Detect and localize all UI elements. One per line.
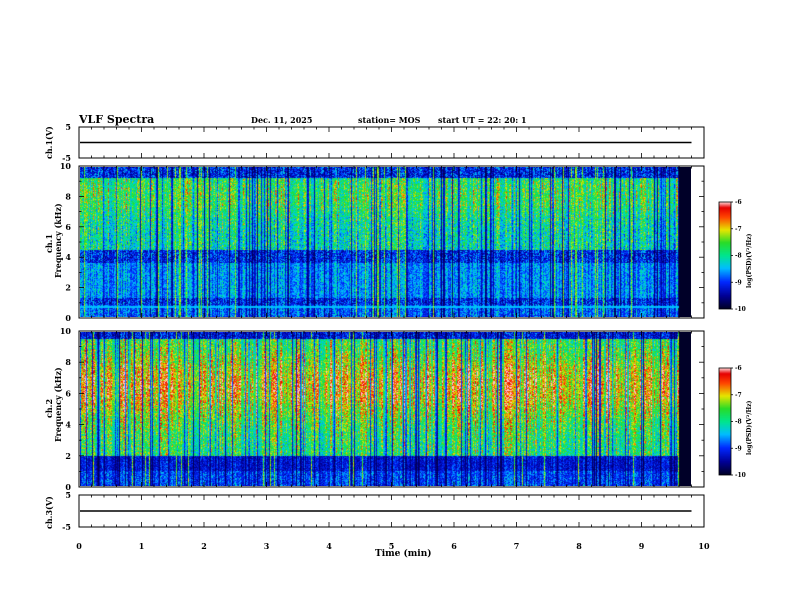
colorbar-tick-label: -9 [735,445,742,452]
ch2-spectrogram-ytick: 0 [65,482,71,492]
colorbar-tick-label: -9 [735,279,742,286]
ch1-spectrogram-ytick: 6 [65,222,71,232]
x-tick-label: 2 [201,541,207,551]
ch1-spectrogram-ytick: 10 [60,161,72,171]
colorbar-tick-label: -10 [735,306,746,313]
date-label: Dec. 11, 2025 [251,115,313,125]
station-label: station= MOS [358,115,421,125]
ch2-spectrogram-ytick: 8 [65,357,71,367]
x-tick-label: 9 [639,541,645,551]
ch1-waveform-ylabel: ch.1(V) [44,126,54,159]
ch2-colorbar-label: log(PSD)(V²/Hz) [746,400,753,455]
colorbar-tick-label: -8 [735,253,742,260]
ch2-colorbar [719,368,731,475]
colorbar-tick-label: -10 [735,472,746,479]
ch1-spectrogram-ytick: 8 [65,191,71,201]
x-tick-label: 5 [389,541,395,551]
ch1-waveform-ytick: 5 [65,122,71,132]
colorbar-frame [718,367,732,476]
ch1-spectrogram [80,167,691,317]
ch2-spectrogram-ytick: 6 [65,388,71,398]
start-ut-label: start UT = 22: 20: 1 [438,115,527,125]
ch3-waveform-ytick: -5 [62,522,71,532]
x-axis-label: Time (min) [375,549,432,559]
colorbar-frame [718,201,732,310]
ch2-spectrogram-ylabel: Frequency (kHz) [53,367,63,442]
x-tick-label: 4 [326,541,332,551]
colorbar-tick-label: -6 [735,365,742,372]
colorbar-tick-label: -7 [735,226,742,233]
colorbar-tick-label: -8 [735,419,742,426]
ch1-waveform-ytick: -5 [62,153,71,163]
x-tick-label: 6 [451,541,457,551]
x-tick-label: 10 [698,541,710,551]
x-tick-label: 8 [576,541,582,551]
x-tick-label: 3 [264,541,270,551]
panel-frame-3 [78,330,705,488]
ch1-colorbar-label: log(PSD)(V²/Hz) [746,233,753,288]
chart-title: VLF Spectra [79,113,155,126]
ch2-spectrogram-ytick: 2 [65,451,71,461]
colorbar-tick-label: -6 [735,199,742,206]
ch3-waveform-ylabel: ch.3(V) [44,496,54,529]
x-tick-label: 0 [76,541,82,551]
ch2-spectrogram-ytick: 10 [60,326,72,336]
colorbar-tick-label: -7 [735,392,742,399]
ch1-colorbar [719,202,731,309]
ch3-waveform-ytick: 5 [65,490,71,500]
ch1-spectrogram-ytick: 4 [65,252,71,262]
panel-frame-2 [78,165,705,319]
ch1-spectrogram-ylabel: Frequency (kHz) [53,203,63,278]
x-tick-label: 7 [514,541,520,551]
ch2-spectrogram-ytick: 4 [65,420,71,430]
ch1-spectrogram-ytick: 0 [65,313,71,323]
ch2-spectrogram [80,332,691,486]
ch1-spectrogram-ytick: 2 [65,283,71,293]
x-tick-label: 1 [139,541,145,551]
